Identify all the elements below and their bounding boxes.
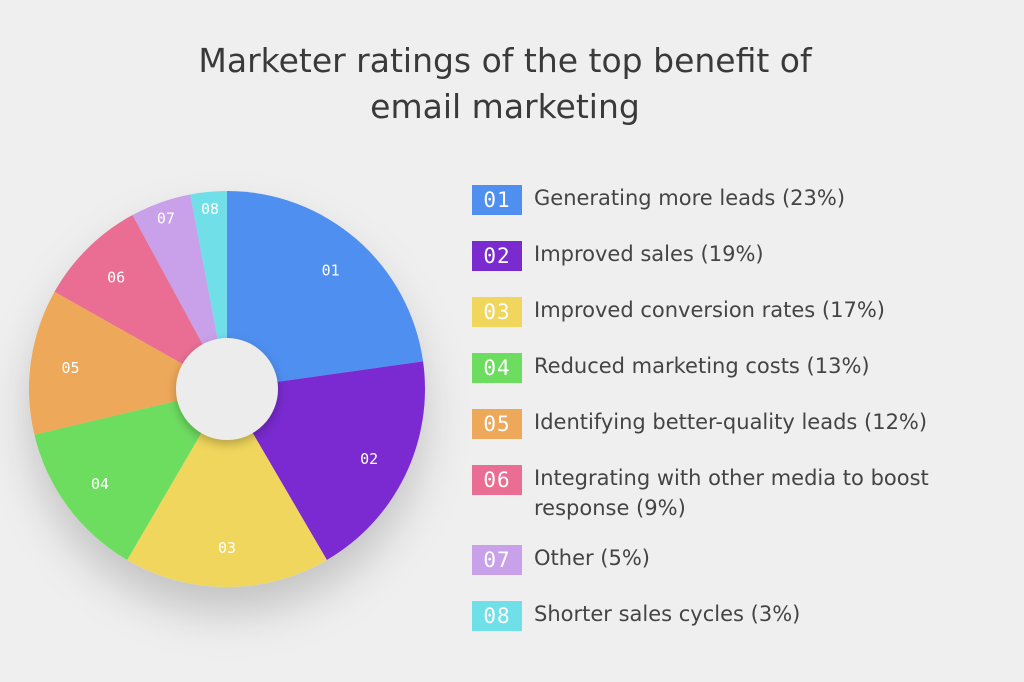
legend-label-05: Identifying better-quality leads (12%) (534, 410, 928, 434)
legend-label-08: Shorter sales cycles (3%) (534, 602, 801, 626)
legend-item-08: 08 Shorter sales cycles (3%) (472, 599, 974, 631)
pie-slice-02 (227, 361, 425, 560)
legend-badge-02: 02 (472, 241, 522, 271)
legend-label-06: Integrating with other media to boost re… (534, 466, 929, 520)
legend-label-04: Reduced marketing costs (13%) (534, 354, 870, 378)
legend-item-03: 03 Improved conversion rates (17%) (472, 295, 974, 327)
legend-badge-03: 03 (472, 297, 522, 327)
legend-label-02: Improved sales (19%) (534, 242, 764, 266)
legend-badge-01: 01 (472, 185, 522, 215)
pie-slice-label-02: 02 (360, 450, 378, 468)
pie-slice-01 (227, 191, 424, 389)
legend-item-01: 01 Generating more leads (23%) (472, 183, 974, 215)
pie-slice-label-08: 08 (201, 200, 219, 218)
legend-badge-07: 07 (472, 545, 522, 575)
legend-item-07: 07 Other (5%) (472, 543, 974, 575)
legend-item-04: 04 Reduced marketing costs (13%) (472, 351, 974, 383)
pie-slice-06 (54, 215, 228, 389)
pie-slice-label-07: 07 (157, 210, 175, 228)
pie-slice-03 (127, 389, 327, 588)
chart-title-line-2: email marketing (370, 87, 640, 126)
pie-center-hole (176, 338, 278, 440)
legend-badge-04: 04 (472, 353, 522, 383)
legend-item-06: 06 Integrating with other media to boost… (472, 463, 974, 523)
pie-slice-07 (132, 194, 227, 389)
legend-item-02: 02 Improved sales (19%) (472, 239, 974, 271)
legend-label-01: Generating more leads (23%) (534, 186, 846, 210)
pie-slice-label-05: 05 (61, 359, 79, 377)
chart-title: Marketer ratings of the top benefit of e… (0, 38, 1010, 130)
legend-label-03: Improved conversion rates (17%) (534, 298, 885, 322)
legend-item-05: 05 Identifying better-quality leads (12%… (472, 407, 974, 439)
legend-badge-05: 05 (472, 409, 522, 439)
pie-slice-label-04: 04 (91, 475, 109, 493)
pie-slice-label-06: 06 (107, 268, 125, 286)
legend-badge-08: 08 (472, 601, 522, 631)
pie-slice-label-03: 03 (218, 539, 236, 557)
legend-badge-06: 06 (472, 465, 522, 495)
chart-title-line-1: Marketer ratings of the top benefit of (198, 41, 812, 80)
legend-label-07: Other (5%) (534, 546, 651, 570)
pie-slice-04 (34, 389, 227, 560)
pie-slice-label-01: 01 (322, 262, 340, 280)
